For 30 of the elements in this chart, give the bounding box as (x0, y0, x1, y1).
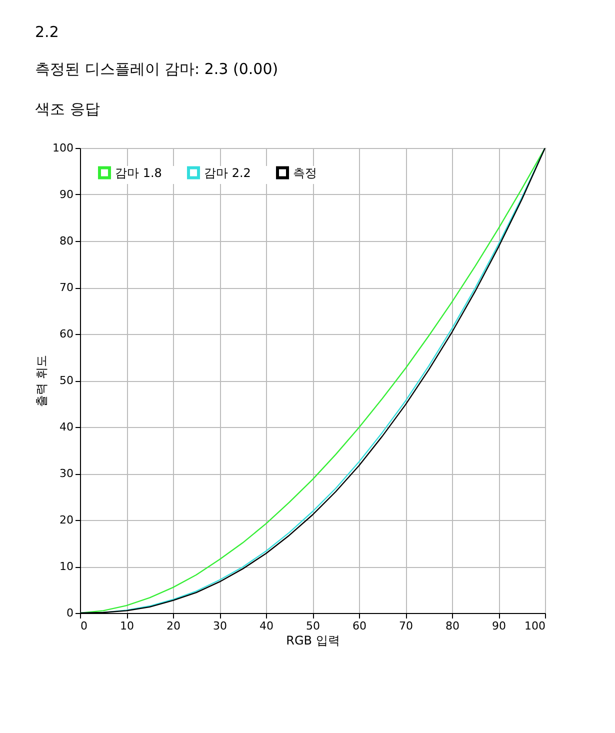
y-tick-label: 10 (60, 560, 74, 573)
x-tick-label: 30 (213, 620, 227, 632)
chart-title: 2.2 (35, 23, 59, 41)
x-tick-label: 40 (260, 620, 274, 632)
y-tick-label: 60 (60, 328, 74, 340)
x-tick-label: 20 (166, 620, 180, 632)
text: 색조 응답 (35, 100, 100, 118)
x-axis-title: RGB 입력 (286, 634, 340, 648)
legend-label: 감마 1.8 (115, 166, 162, 180)
x-tick-label: 90 (492, 620, 506, 632)
y-tick-label: 90 (60, 188, 74, 201)
legend-label: 감마 2.2 (204, 166, 251, 180)
x-tick-label: 100 (524, 620, 546, 632)
y-tick-label: 100 (52, 142, 74, 154)
x-tick-label: 70 (399, 620, 413, 632)
x-tick-label: 0 (80, 620, 88, 632)
x-tick-label: 50 (306, 620, 320, 632)
y-tick-label: 30 (60, 467, 74, 480)
y-tick-label: 40 (60, 420, 74, 434)
legend-label: 측정 (293, 166, 317, 180)
y-tick-label: 0 (66, 606, 74, 620)
x-tick-label: 60 (352, 620, 366, 632)
y-axis-title: 출력 휘도 (34, 355, 49, 407)
chart-subtitle: 측정된 디스플레이 감마: 2.3 (0.00) (35, 60, 278, 78)
y-tick-label: 70 (60, 281, 74, 294)
y-tick-label: 50 (60, 374, 74, 387)
x-tick-label: 80 (446, 620, 460, 632)
y-tick-label: 20 (60, 514, 74, 526)
x-tick-label: 10 (120, 620, 134, 632)
y-tick-label: 80 (60, 234, 74, 248)
